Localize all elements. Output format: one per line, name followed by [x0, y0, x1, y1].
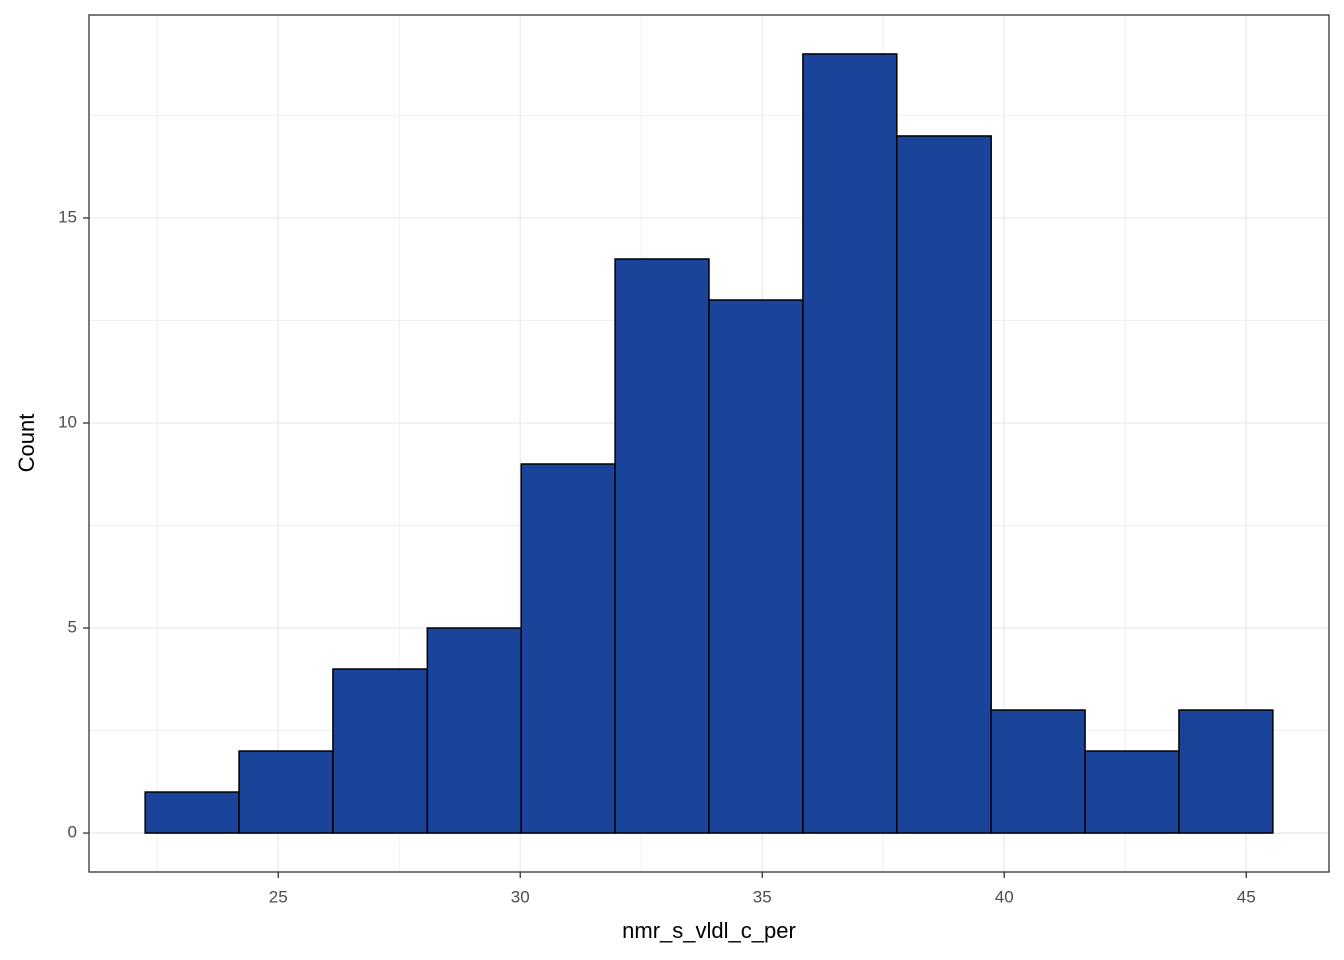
- y-tick-label: 15: [58, 207, 77, 226]
- x-axis-title: nmr_s_vldl_c_per: [622, 918, 796, 943]
- x-tick-label: 35: [753, 887, 772, 906]
- bar: [614, 258, 710, 834]
- bar: [520, 463, 616, 834]
- y-tick-label: 10: [58, 412, 77, 431]
- bar: [332, 668, 429, 834]
- panel-border: [88, 14, 1330, 873]
- bar: [708, 299, 804, 834]
- bar: [426, 627, 522, 834]
- bar: [144, 791, 240, 834]
- bar: [1084, 750, 1180, 834]
- bar: [896, 135, 992, 834]
- bar: [1178, 709, 1274, 834]
- bar: [238, 750, 334, 834]
- y-axis-title: Count: [14, 414, 39, 473]
- x-tick-label: 40: [995, 887, 1014, 906]
- x-tick-label: 25: [269, 887, 288, 906]
- y-tick-label: 5: [68, 618, 77, 637]
- bar: [802, 53, 898, 834]
- x-tick-label: 45: [1237, 887, 1256, 906]
- y-tick-label: 0: [68, 823, 77, 842]
- x-tick-label: 30: [511, 887, 530, 906]
- bar: [990, 709, 1086, 834]
